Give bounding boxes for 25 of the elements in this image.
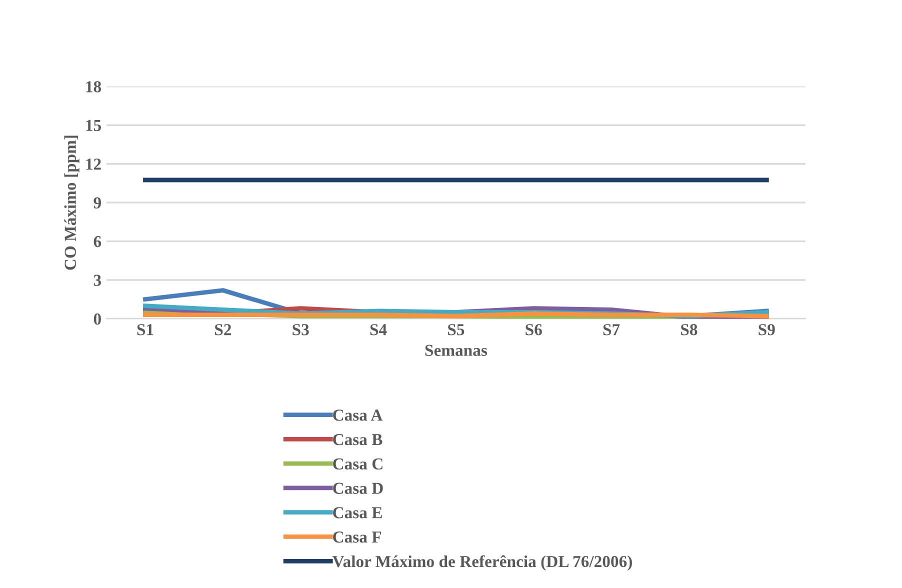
y-tick-label: 12 [86, 158, 101, 170]
legend-label: Casa D [333, 482, 383, 494]
legend-label: Casa A [333, 410, 383, 421]
y-tick-label: 0 [94, 313, 101, 325]
x-tick-label: S5 [448, 324, 464, 336]
x-tick-label: S3 [292, 324, 309, 336]
legend-label: Valor Máximo de Referência (DL 76/2006) [332, 555, 632, 571]
y-tick-label: 3 [94, 274, 102, 286]
x-tick-label: S1 [137, 324, 154, 336]
x-tick-label: S2 [215, 324, 232, 336]
x-tick-label: S4 [370, 324, 387, 336]
legend-label: Casa F [333, 532, 382, 543]
x-tick-label: S9 [758, 324, 775, 336]
x-axis-title: Semanas [425, 344, 488, 356]
y-tick-label: 18 [86, 81, 102, 92]
x-tick-label: S8 [681, 324, 698, 336]
x-tick-label: S6 [526, 324, 542, 336]
y-tick-label: 9 [94, 197, 101, 209]
legend-label: Casa C [333, 458, 382, 470]
y-tick-label: 15 [86, 120, 101, 132]
y-axis-title: CO Máximo [ppm] [64, 136, 80, 270]
y-tick-label: 6 [94, 236, 102, 248]
x-tick-label: S7 [603, 324, 620, 336]
legend-label: Casa E [333, 507, 382, 518]
legend-label: Casa B [333, 434, 382, 446]
